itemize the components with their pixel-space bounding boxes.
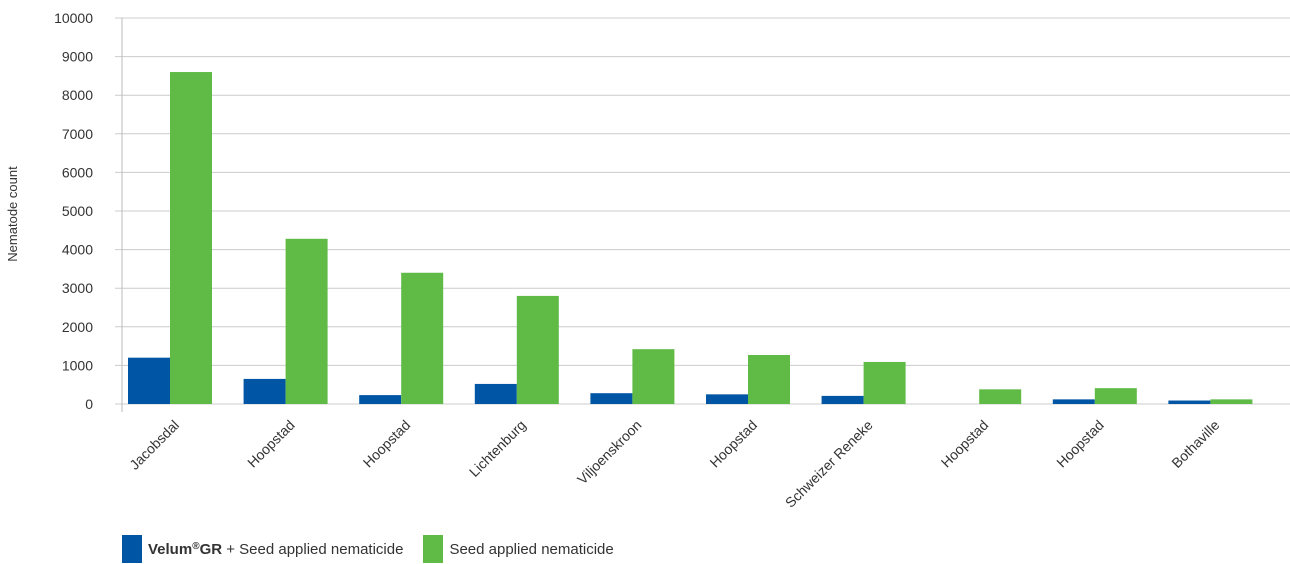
- legend-item-velum: Velum®GR + Seed applied nematicide: [122, 535, 403, 563]
- bar-seed: [748, 354, 790, 404]
- x-category-label: Hoopstad: [938, 417, 992, 471]
- legend-brand-suffix: GR: [199, 540, 223, 558]
- y-axis-label: Nematode count: [5, 166, 20, 262]
- x-category-label: Lichtenburg: [466, 417, 529, 480]
- bar-seed: [170, 72, 212, 404]
- bar-velum: [1052, 399, 1095, 404]
- bar-velum: [359, 395, 402, 404]
- bar-velum: [590, 393, 633, 404]
- bar-seed: [979, 389, 1022, 404]
- legend-label-seed: Seed applied nematicide: [449, 540, 614, 558]
- x-category-label: Bothaville: [1168, 417, 1222, 471]
- bar-seed: [632, 349, 675, 404]
- x-category-label: Schweizer Reneke: [782, 417, 876, 511]
- y-axis-ticks: 0 1000 2000 3000 4000 5000 6000 7000 8000 9000 100…: [54, 10, 93, 412]
- bar-seed: [863, 361, 906, 404]
- bar-velum: [1168, 400, 1211, 404]
- y-tick-label: 7000: [62, 126, 93, 142]
- y-tick-label: 2000: [62, 319, 93, 335]
- y-tick-label: 5000: [62, 203, 93, 219]
- y-tick-label: 1000: [62, 357, 93, 373]
- legend-item-seed: Seed applied nematicide: [423, 535, 614, 563]
- bars: [128, 72, 1253, 404]
- bar-seed: [516, 295, 559, 404]
- x-category-label: Hoopstad: [244, 417, 298, 471]
- legend-brand-name: Velum: [148, 540, 193, 558]
- bar-seed: [401, 272, 444, 404]
- bar-velum: [706, 394, 748, 404]
- x-category-label: Hoopstad: [1053, 417, 1107, 471]
- x-category-label: Hoopstad: [360, 417, 414, 471]
- bar-velum: [474, 383, 517, 404]
- y-tick-label: 8000: [62, 87, 93, 103]
- bar-seed: [285, 238, 328, 404]
- legend-label-rest: + Seed applied nematicide: [222, 540, 404, 558]
- x-category-label: Viljoenskroon: [574, 417, 645, 488]
- y-tick-label: 3000: [62, 280, 93, 296]
- x-category-label: Hoopstad: [706, 417, 760, 471]
- legend-swatch-green: [423, 535, 444, 563]
- bar-seed: [1094, 388, 1137, 404]
- y-tick-label: 10000: [54, 10, 93, 26]
- y-tick-label: 4000: [62, 242, 93, 258]
- x-axis-category-labels: Jacobsdal Hoopstad Hoopstad Lichtenburg Vilj…: [126, 417, 1222, 511]
- bar-seed: [1210, 399, 1253, 404]
- legend: Velum®GR + Seed applied nematicide Seed …: [122, 534, 634, 564]
- bar-velum: [821, 395, 864, 404]
- legend-label-velum: Velum®GR + Seed applied nematicide: [148, 541, 403, 558]
- y-tick-label: 9000: [62, 49, 93, 65]
- x-category-label: Jacobsdal: [126, 417, 182, 473]
- bar-velum: [243, 378, 286, 404]
- y-tick-label: 6000: [62, 164, 93, 180]
- legend-registered-mark: ®: [192, 540, 200, 552]
- bar-velum: [128, 357, 170, 404]
- legend-swatch-blue: [122, 535, 142, 563]
- y-tick-label: 0: [85, 396, 93, 412]
